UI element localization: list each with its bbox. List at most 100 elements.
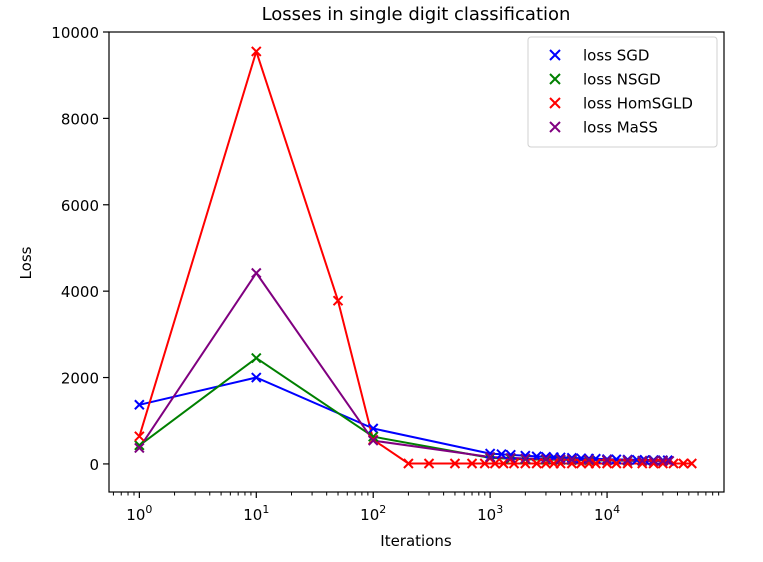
plot-frame — [108, 31, 725, 493]
data-point-loss-mass-shape — [540, 453, 552, 465]
data-point-loss-homsgld — [611, 458, 622, 469]
data-point-loss-homsgld-shape — [555, 458, 566, 469]
data-point-loss-homsgld-shape — [648, 458, 659, 469]
data-point-loss-homsgld-shape — [686, 458, 697, 469]
data-point-loss-sgd — [496, 448, 507, 460]
data-point-loss-homsgld — [134, 431, 145, 442]
data-point-loss-nsgd — [251, 352, 262, 364]
data-point-loss-homsgld-shape — [449, 458, 461, 469]
data-point-loss-homsgld-shape — [251, 46, 262, 57]
x-tick-label: 101 — [243, 503, 269, 524]
data-point-loss-homsgld — [449, 458, 461, 469]
data-point-loss-homsgld-shape — [508, 458, 520, 469]
data-point-loss-mass — [540, 453, 552, 465]
chart-title: Losses in single digit classification — [262, 4, 571, 25]
data-point-loss-homsgld — [566, 458, 578, 469]
data-point-loss-homsgld — [678, 458, 689, 469]
data-point-loss-homsgld-shape — [601, 458, 613, 469]
data-point-loss-mass-shape — [637, 455, 648, 466]
data-point-loss-mass-shape — [622, 455, 633, 466]
data-point-loss-mass — [637, 455, 648, 466]
legend-marker-loss-nsgd-shape — [549, 73, 561, 85]
data-point-loss-homsgld-shape — [403, 458, 414, 469]
data-point-loss-mass-shape — [505, 452, 516, 464]
series-line-loss-sgd — [139, 376, 668, 462]
data-point-loss-mass-shape — [368, 435, 379, 446]
data-point-loss-mass — [566, 454, 578, 465]
data-point-loss-homsgld — [423, 458, 435, 469]
data-point-loss-homsgld-shape — [540, 458, 552, 469]
data-point-loss-homsgld-shape — [590, 458, 601, 469]
y-tick-label: 4000 — [61, 283, 99, 301]
data-point-loss-homsgld — [466, 458, 478, 469]
data-point-loss-mass — [664, 455, 675, 467]
data-point-loss-homsgld-shape — [575, 458, 587, 469]
x-tick-label: 104 — [594, 503, 620, 524]
legend-label: loss NSGD — [583, 71, 661, 89]
data-point-loss-nsgd — [134, 440, 145, 451]
data-point-loss-sgd-shape — [611, 454, 622, 465]
data-point-loss-homsgld-shape — [332, 295, 344, 306]
data-point-loss-homsgld — [555, 458, 566, 469]
data-point-loss-homsgld — [622, 458, 633, 469]
data-point-loss-mass — [555, 454, 566, 465]
data-point-loss-mass — [648, 455, 659, 467]
data-point-loss-homsgld — [498, 458, 509, 469]
data-point-loss-mass-shape — [251, 267, 262, 279]
data-point-loss-sgd — [505, 449, 516, 461]
data-point-loss-sgd-shape — [505, 449, 516, 461]
legend-marker-loss-mass — [549, 121, 561, 133]
data-point-loss-sgd-shape — [251, 372, 262, 383]
data-point-loss-sgd-shape — [484, 448, 496, 459]
data-point-loss-mass-shape — [601, 455, 613, 466]
data-point-loss-mass — [601, 455, 613, 466]
data-point-loss-homsgld-shape — [489, 458, 501, 469]
data-point-loss-sgd — [251, 372, 262, 383]
legend-marker-loss-sgd — [549, 49, 561, 61]
data-point-loss-sgd — [520, 450, 531, 461]
data-point-loss-homsgld-shape — [637, 458, 648, 469]
data-point-loss-homsgld-shape — [566, 458, 578, 469]
x-tick-label: 103 — [477, 503, 503, 524]
data-point-loss-homsgld-shape — [611, 458, 622, 469]
x-tick-label: 100 — [126, 503, 152, 524]
legend-marker-loss-homsgld — [549, 97, 561, 109]
data-point-loss-mass-shape — [484, 451, 496, 463]
legend-marker-loss-sgd-shape — [549, 49, 561, 61]
data-point-loss-mass-shape — [134, 442, 145, 454]
legend-marker-loss-mass-shape — [549, 121, 561, 133]
data-point-loss-sgd-shape — [520, 450, 531, 461]
data-point-loss-sgd-shape — [134, 399, 145, 410]
data-point-loss-homsgld — [531, 458, 542, 469]
data-point-loss-mass — [622, 455, 633, 466]
data-point-loss-homsgld — [657, 458, 669, 469]
data-point-loss-sgd-shape — [496, 448, 507, 460]
data-point-loss-sgd-shape — [368, 423, 379, 434]
data-point-loss-homsgld — [686, 458, 697, 469]
data-point-loss-nsgd-shape — [134, 440, 145, 451]
data-point-loss-homsgld-shape — [678, 458, 689, 469]
data-point-loss-homsgld — [637, 458, 648, 469]
data-point-loss-homsgld-shape — [134, 431, 145, 442]
data-point-loss-mass — [505, 452, 516, 464]
data-point-loss-mass-shape — [648, 455, 659, 467]
data-point-loss-mass-shape — [566, 454, 578, 465]
y-axis-label: Loss — [17, 246, 35, 279]
y-tick-label: 8000 — [61, 110, 99, 128]
data-point-loss-nsgd — [368, 431, 379, 442]
data-point-loss-homsgld — [601, 458, 613, 469]
data-point-loss-nsgd-shape — [368, 431, 379, 442]
data-point-loss-homsgld — [489, 458, 501, 469]
data-point-loss-sgd — [484, 448, 496, 459]
axes: 0 2000 4000 6000 8000 10000 100 101 102 103 104 — [51, 24, 725, 524]
plot-markers — [134, 46, 697, 469]
data-point-loss-mass — [520, 453, 531, 464]
data-point-loss-homsgld-shape — [657, 458, 669, 469]
data-point-loss-sgd — [368, 423, 379, 434]
data-point-loss-homsgld-shape — [423, 458, 435, 469]
data-point-loss-mass — [134, 442, 145, 454]
legend-label: loss HomSGLD — [583, 95, 693, 113]
data-point-loss-homsgld-shape — [466, 458, 478, 469]
data-point-loss-homsgld-shape — [622, 458, 633, 469]
